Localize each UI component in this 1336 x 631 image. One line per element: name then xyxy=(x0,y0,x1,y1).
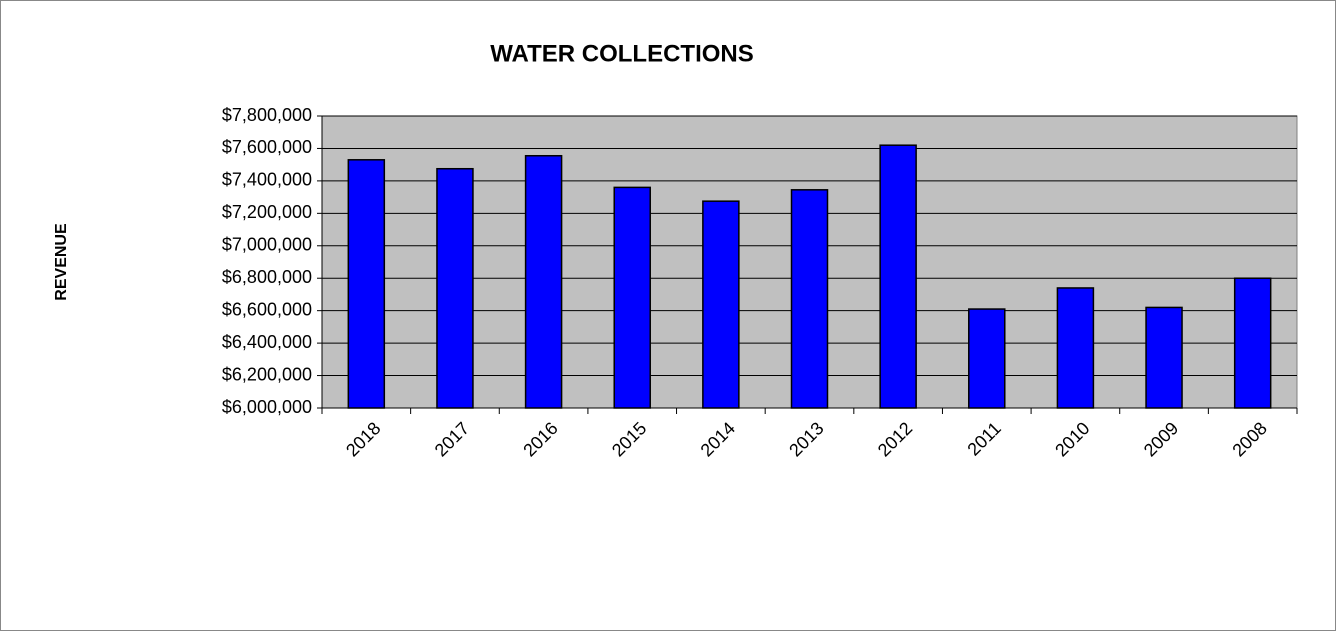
y-tick-label: $7,800,000 xyxy=(222,105,312,125)
bar xyxy=(1145,306,1183,409)
bar xyxy=(1233,277,1272,409)
bar xyxy=(879,144,917,409)
y-tick-label: $7,600,000 xyxy=(222,137,312,157)
bar xyxy=(613,186,651,409)
y-tick-label: $7,000,000 xyxy=(222,235,312,255)
y-tick-label: $6,800,000 xyxy=(222,267,312,287)
y-tick-label: $6,000,000 xyxy=(222,397,312,417)
bar xyxy=(790,189,829,409)
bar xyxy=(1056,287,1095,409)
bar xyxy=(524,154,563,409)
y-tick-label: $6,600,000 xyxy=(222,299,312,319)
bar xyxy=(702,200,740,409)
y-tick-label: $6,400,000 xyxy=(222,332,312,352)
bar xyxy=(347,159,386,409)
y-tick-label: $7,400,000 xyxy=(222,170,312,190)
y-axis-label: REVENUE xyxy=(53,223,70,301)
y-tick-label: $6,200,000 xyxy=(222,364,312,384)
y-tick-label: $7,200,000 xyxy=(222,202,312,222)
bar xyxy=(436,167,474,409)
bar xyxy=(968,308,1006,409)
chart-title: WATER COLLECTIONS xyxy=(490,40,754,67)
